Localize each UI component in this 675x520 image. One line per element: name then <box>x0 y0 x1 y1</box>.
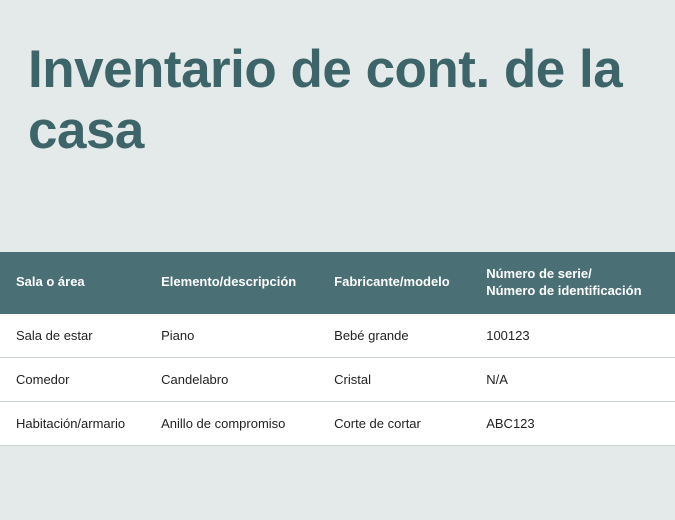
col-header-area: Sala o área <box>0 252 145 314</box>
cell-area: Sala de estar <box>0 314 145 358</box>
page-title: Inventario de cont. de la casa <box>0 0 675 162</box>
cell-serial: ABC123 <box>470 401 665 445</box>
cell-overflow <box>665 401 675 445</box>
col-header-overflow <box>665 252 675 314</box>
table-header-row: Sala o área Elemento/descripción Fabrica… <box>0 252 675 314</box>
cell-maker: Cristal <box>318 357 470 401</box>
cell-overflow <box>665 357 675 401</box>
inventory-table-wrap: Sala o área Elemento/descripción Fabrica… <box>0 252 675 446</box>
cell-overflow <box>665 314 675 358</box>
table-row: Habitación/armario Anillo de compromiso … <box>0 401 675 445</box>
cell-item: Anillo de compromiso <box>145 401 318 445</box>
cell-area: Comedor <box>0 357 145 401</box>
table-row: Comedor Candelabro Cristal N/A <box>0 357 675 401</box>
cell-maker: Corte de cortar <box>318 401 470 445</box>
cell-area: Habitación/armario <box>0 401 145 445</box>
col-header-item: Elemento/descripción <box>145 252 318 314</box>
col-header-maker: Fabricante/modelo <box>318 252 470 314</box>
col-header-serial: Número de serie/Número de identificación <box>470 252 665 314</box>
cell-item: Piano <box>145 314 318 358</box>
col-header-serial-line1: Número de serie/Número de identificación <box>486 266 641 298</box>
inventory-table: Sala o área Elemento/descripción Fabrica… <box>0 252 675 446</box>
cell-serial: N/A <box>470 357 665 401</box>
cell-maker: Bebé grande <box>318 314 470 358</box>
table-row: Sala de estar Piano Bebé grande 100123 <box>0 314 675 358</box>
cell-serial: 100123 <box>470 314 665 358</box>
cell-item: Candelabro <box>145 357 318 401</box>
